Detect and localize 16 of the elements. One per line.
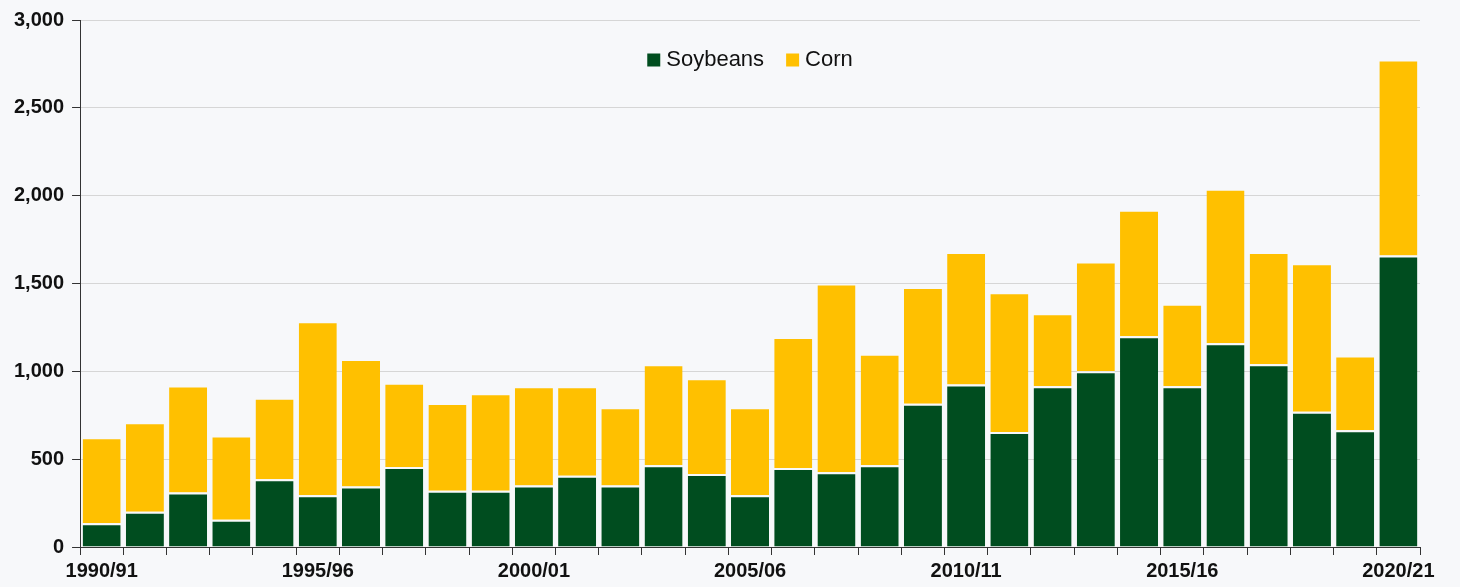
x-tick-label: 2000/01 bbox=[497, 558, 571, 581]
legend-label: Corn bbox=[805, 46, 853, 72]
y-tick-label: 500 bbox=[30, 446, 65, 469]
y-tick-label: 2,000 bbox=[13, 183, 65, 206]
x-tick-label: 2020/21 bbox=[1362, 558, 1435, 581]
x-tick-label: 2015/16 bbox=[1146, 558, 1219, 581]
x-tick-label: 1990/91 bbox=[65, 558, 138, 581]
y-tick-label: 3,000 bbox=[13, 7, 65, 30]
y-tick-label: 0 bbox=[52, 534, 65, 557]
x-tick-label: 1995/96 bbox=[281, 558, 354, 581]
legend-label: Soybeans bbox=[666, 46, 765, 72]
x-tick-label: 2010/11 bbox=[930, 558, 1002, 581]
y-tick-label: 1,000 bbox=[13, 358, 65, 381]
x-tick-label: 2005/06 bbox=[713, 558, 787, 581]
y-tick-label: 2,500 bbox=[13, 95, 65, 118]
y-tick-label: 1,500 bbox=[13, 271, 65, 294]
